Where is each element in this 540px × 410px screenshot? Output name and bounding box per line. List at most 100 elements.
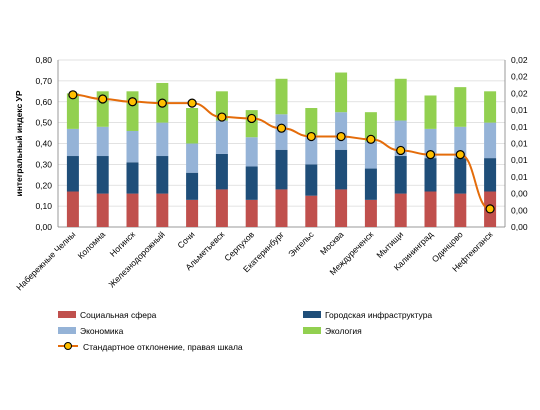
bar-segment <box>186 172 199 200</box>
y2-tick-label: 0,01 <box>511 139 528 149</box>
bar-segment <box>364 199 377 227</box>
legend-swatch <box>58 311 76 318</box>
y2-tick-label: 0,01 <box>511 122 528 132</box>
bar-segment <box>364 141 377 169</box>
x-category-label: Москва <box>318 229 346 257</box>
y-tick-label: 0,40 <box>35 139 52 149</box>
bar-segment <box>186 108 199 144</box>
y-tick-label: 0,50 <box>35 118 52 128</box>
bar-segment <box>215 91 228 121</box>
legend-label: Социальная сфера <box>80 310 157 320</box>
bar-segment <box>394 78 407 121</box>
y2-tick-label: 0,01 <box>511 155 528 165</box>
x-category-label: Энгельс <box>286 229 316 259</box>
bar-segment <box>454 87 467 127</box>
bar-segment <box>126 162 139 194</box>
x-category-label: Набережные Челны <box>14 229 77 292</box>
bar-segment <box>484 158 497 192</box>
bar-segment <box>66 93 79 129</box>
legend-swatch <box>58 327 76 334</box>
bar-segment <box>305 108 318 136</box>
y2-tick-label: 0,01 <box>511 105 528 115</box>
y2-tick-label: 0,02 <box>511 55 528 65</box>
y-tick-label: 0,80 <box>35 55 52 65</box>
bar-segment <box>424 95 437 129</box>
bar-segment <box>126 130 139 163</box>
y-tick-label: 0,00 <box>35 222 52 232</box>
bar-segment <box>186 143 199 173</box>
bar-segment <box>275 189 288 227</box>
bar-segment <box>245 199 258 227</box>
legend-line-marker <box>64 342 72 350</box>
bar-segment <box>96 126 109 157</box>
std-dev-point <box>247 113 257 124</box>
std-dev-point <box>306 131 316 142</box>
bar-segment <box>335 189 348 227</box>
y-axis-label: интегральный индекс УР <box>14 90 24 196</box>
std-dev-point <box>68 90 78 100</box>
std-dev-point <box>98 94 108 104</box>
y-tick-label: 0,10 <box>35 201 52 211</box>
bar-segment <box>66 128 79 157</box>
legend-label: Стандартное отклонение, правая шкала <box>83 342 243 352</box>
legend-label: Экология <box>325 326 362 336</box>
legend-swatch <box>303 327 321 334</box>
bar-segment <box>96 193 109 227</box>
bar-segment <box>215 153 228 190</box>
bar-segment <box>335 72 348 113</box>
bar-segment <box>275 78 288 115</box>
bar-segment <box>156 156 169 194</box>
std-dev-point <box>366 134 376 144</box>
legend-label: Городская инфраструктура <box>325 310 432 320</box>
bar-segment <box>245 137 258 167</box>
y2-tick-label: 0,00 <box>511 205 528 215</box>
x-category-label: Железнодорожный <box>107 229 167 289</box>
std-dev-point <box>396 145 406 156</box>
y-tick-label: 0,70 <box>35 76 52 86</box>
bar-segment <box>364 112 377 142</box>
bar-segment <box>454 158 467 194</box>
y2-tick-label: 0,00 <box>511 189 528 199</box>
y2-tick-label: 0,01 <box>511 172 528 182</box>
std-dev-point <box>187 98 197 108</box>
bar-segment <box>305 135 318 165</box>
std-dev-point <box>276 123 287 133</box>
bar-segment <box>275 149 288 190</box>
bar-segment <box>394 193 407 227</box>
std-dev-point <box>157 98 167 108</box>
legend-swatch <box>303 311 321 318</box>
bar-segment <box>245 166 258 200</box>
std-dev-point <box>485 204 495 214</box>
std-dev-point <box>455 150 465 160</box>
bar-segment <box>424 191 437 227</box>
y2-tick-label: 0,02 <box>511 72 528 82</box>
bar-segment <box>484 122 497 159</box>
bar-segment <box>335 112 348 150</box>
x-category-label: Сочи <box>175 229 196 250</box>
bar-segment <box>96 156 109 194</box>
y-tick-label: 0,20 <box>35 180 52 190</box>
bar-segment <box>156 122 169 157</box>
y2-tick-label: 0,02 <box>511 88 528 98</box>
bar-segment <box>305 195 318 227</box>
bar-segment <box>454 193 467 227</box>
legend-label: Экономика <box>80 326 124 336</box>
std-dev-point <box>217 112 227 122</box>
bar-segment <box>454 126 467 159</box>
bar-segment <box>424 158 437 192</box>
bar-segment <box>484 91 497 123</box>
bar-segment <box>126 193 139 227</box>
bar-segment <box>424 128 437 159</box>
std-dev-point <box>336 131 346 142</box>
x-category-label: Ногинск <box>108 229 137 258</box>
std-dev-point <box>127 97 138 107</box>
bar-segment <box>335 149 348 190</box>
bar-segment <box>156 193 169 227</box>
bar-segment <box>66 156 79 192</box>
bar-segment <box>186 199 199 227</box>
y-tick-label: 0,60 <box>35 97 52 107</box>
x-category-label: Коломна <box>76 229 108 261</box>
bar-segment <box>215 189 228 227</box>
